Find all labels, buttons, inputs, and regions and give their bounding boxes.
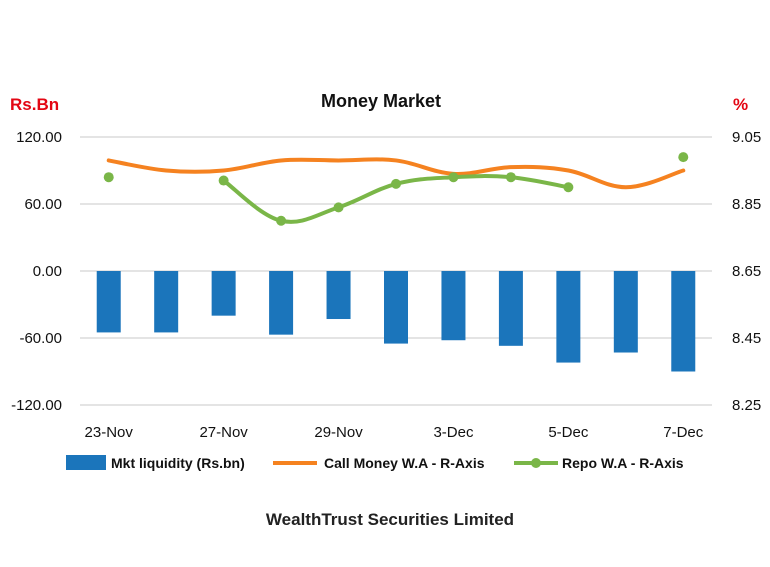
x-tick-label: 3-Dec: [433, 424, 474, 441]
right-tick-label: 8.65: [732, 263, 761, 280]
liquidity-bars: [96, 271, 696, 372]
left-axis-unit: Rs.Bn: [10, 95, 59, 114]
liquidity-bar: [96, 271, 121, 333]
right-tick-label: 8.85: [732, 196, 761, 213]
left-tick-label: 0.00: [33, 263, 62, 280]
chart-title: Money Market: [321, 91, 441, 111]
call-money-line: [106, 157, 686, 190]
legend-swatch-liquidity: [66, 455, 106, 470]
liquidity-bar: [671, 271, 696, 372]
liquidity-bar: [269, 271, 294, 335]
liquidity-bar: [613, 271, 638, 353]
rate-lines: [103, 152, 689, 226]
legend-label-repo: Repo W.A - R-Axis: [562, 455, 684, 471]
x-tick-label: 29-Nov: [314, 424, 363, 441]
repo-marker: [563, 182, 574, 193]
footer-source: WealthTrust Securities Limited: [266, 510, 514, 529]
repo-marker: [333, 202, 344, 213]
liquidity-bar: [326, 271, 351, 320]
liquidity-bar: [154, 271, 179, 333]
x-tick-label: 23-Nov: [85, 424, 134, 441]
left-tick-label: 120.00: [16, 129, 62, 146]
right-tick-label: 8.25: [732, 397, 761, 414]
liquidity-bar: [498, 271, 523, 346]
x-tick-label: 5-Dec: [548, 424, 589, 441]
legend-label-call-money: Call Money W.A - R-Axis: [324, 455, 485, 471]
axis-ticks: 120.00 60.00 0.00 -60.00 -120.00 9.05 8.85 8.65…: [11, 129, 761, 441]
left-tick-label: -60.00: [19, 330, 62, 347]
right-tick-label: 9.05: [732, 129, 761, 146]
repo-marker: [391, 178, 401, 189]
left-tick-label: 60.00: [24, 196, 62, 213]
left-tick-label: -120.00: [11, 397, 62, 414]
repo-marker: [448, 172, 459, 183]
repo-marker: [103, 172, 114, 183]
repo-marker: [505, 172, 516, 183]
right-tick-label: 8.45: [732, 330, 761, 347]
repo-marker: [276, 215, 287, 226]
x-tick-label: 7-Dec: [663, 424, 704, 441]
legend-marker-repo: [531, 458, 541, 468]
right-axis-unit: %: [733, 95, 748, 114]
liquidity-bar: [441, 271, 466, 341]
legend: Mkt liquidity (Rs.bn) Call Money W.A - R-…: [66, 455, 684, 471]
liquidity-bar: [384, 271, 408, 344]
repo-marker: [678, 152, 689, 163]
repo-marker: [218, 175, 229, 186]
liquidity-bar: [211, 271, 236, 316]
legend-label-liquidity: Mkt liquidity (Rs.bn): [111, 455, 245, 471]
liquidity-bar: [556, 271, 581, 363]
x-tick-label: 27-Nov: [199, 424, 248, 441]
